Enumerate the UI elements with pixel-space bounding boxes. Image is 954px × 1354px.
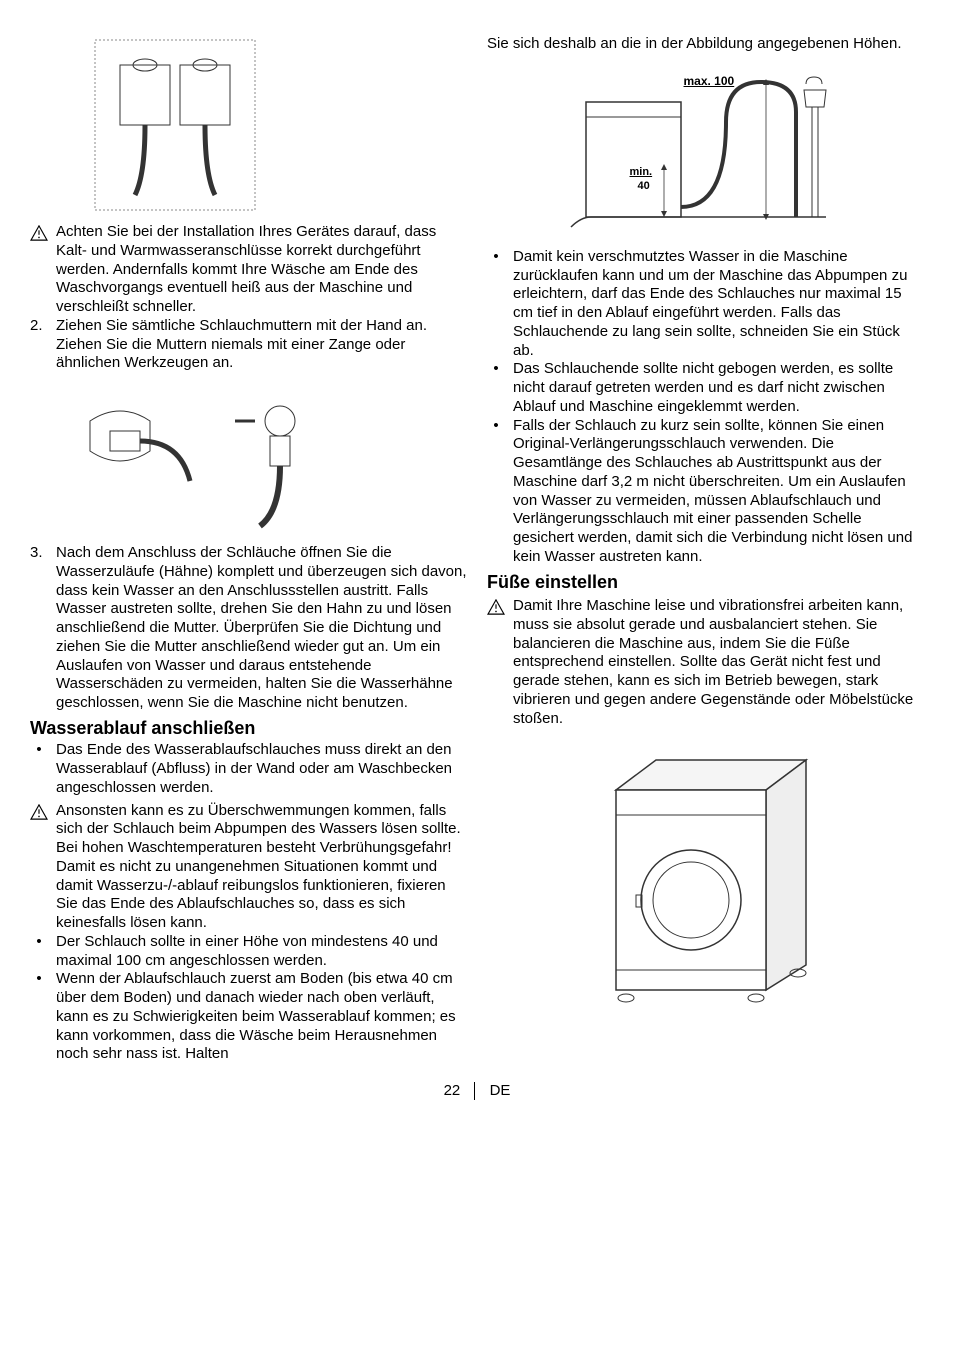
warning-text: Ansonsten kann es zu Überschwemmungen ko… [56,802,467,933]
warning-text: Damit Ihre Maschine leise und vibrations… [513,597,924,728]
bullet-item: • Das Ende des Wasserablaufschlauches mu… [30,741,467,797]
warning-icon [30,225,48,241]
bullet-item: • Falls der Schlauch zu kurz sein sollte… [487,417,924,567]
page-footer: 22 DE [30,1082,924,1101]
step-2: 2. Ziehen Sie sämtliche Schlauchmuttern … [30,317,467,373]
min-label: min. [630,166,653,180]
warning-installation: Achten Sie bei der Installation Ihres Ge… [30,223,467,317]
min-value: 40 [638,180,650,194]
heading-feet: Füße einstellen [487,571,924,594]
bullet-text: Das Ende des Wasserablaufschlauches muss… [56,741,467,797]
warning-text: Achten Sie bei der Installation Ihres Ge… [56,223,467,317]
bullet-item: • Wenn der Ablaufschlauch zuerst am Bode… [30,970,467,1064]
bullet-text: Damit kein verschmutztes Wasser in die M… [513,248,924,361]
bullet-marker: • [487,417,505,436]
warning-icon [487,599,505,615]
left-column: Achten Sie bei der Installation Ihres Ge… [30,35,467,1064]
bullet-marker: • [30,970,48,989]
continuation-text: Sie sich deshalb an die in der Abbildung… [487,35,924,54]
page-number: 22 [444,1082,461,1099]
bullet-text: Wenn der Ablaufschlauch zuerst am Boden … [56,970,467,1064]
hose-connection-illustration [90,35,260,215]
machine-leveling-illustration [576,740,836,1020]
step-text: Nach dem Anschluss der Schläuche öffnen … [56,544,467,713]
bullet-text: Falls der Schlauch zu kurz sein sollte, … [513,417,924,567]
warning-leveling: Damit Ihre Maschine leise und vibrations… [487,597,924,728]
step-text: Ziehen Sie sämtliche Schlauchmuttern mit… [56,317,467,373]
warning-icon [30,804,48,820]
max-label: max. 100 [684,74,735,89]
step-3: 3. Nach dem Anschluss der Schläuche öffn… [30,544,467,713]
step-number: 3. [30,544,48,563]
right-column: Sie sich deshalb an die in der Abbildung… [487,35,924,1064]
page-lang: DE [490,1082,511,1099]
bullet-text: Das Schlauchende sollte nicht gebogen we… [513,360,924,416]
step-number: 2. [30,317,48,336]
bullet-text: Der Schlauch sollte in einer Höhe von mi… [56,933,467,971]
bullet-marker: • [30,933,48,952]
warning-overflow: Ansonsten kann es zu Überschwemmungen ko… [30,802,467,933]
bullet-marker: • [30,741,48,760]
bullet-item: • Damit kein verschmutztes Wasser in die… [487,248,924,361]
heading-drain: Wasserablauf anschließen [30,717,467,740]
bullet-item: • Der Schlauch sollte in einer Höhe von … [30,933,467,971]
drain-height-diagram: max. 100 min. 40 [566,62,846,242]
bullet-item: • Das Schlauchende sollte nicht gebogen … [487,360,924,416]
hose-nut-illustration [60,381,360,536]
bullet-marker: • [487,248,505,267]
bullet-marker: • [487,360,505,379]
